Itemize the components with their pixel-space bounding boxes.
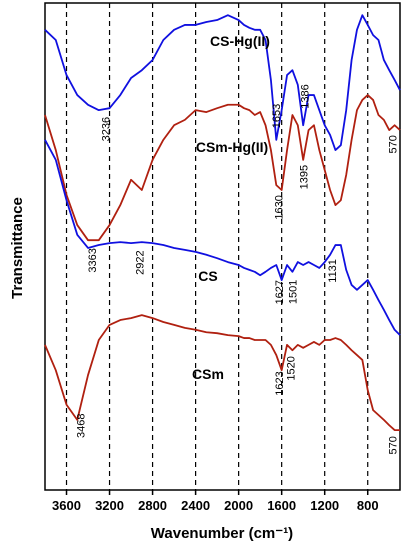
peak-label: 1131 — [327, 259, 339, 283]
x-tick-label: 1600 — [267, 498, 296, 513]
spectrum-line — [44, 314, 400, 431]
peak-label: 1501 — [287, 280, 299, 304]
peak-label: 3363 — [87, 248, 99, 272]
peak-label: 1395 — [299, 165, 311, 189]
peak-label: 1653 — [271, 104, 283, 128]
x-tick-label: 3200 — [95, 498, 124, 513]
x-axis-label: Wavenumber (cm⁻¹) — [151, 525, 293, 542]
peak-label: 1623 — [274, 371, 286, 395]
x-tick-label: 800 — [357, 498, 379, 513]
x-tick-label: 2400 — [181, 498, 210, 513]
y-axis-label: Transmittance — [9, 197, 26, 299]
spectrum-line — [44, 14, 401, 151]
peak-label: 1630 — [273, 195, 285, 219]
peak-label: 570 — [387, 436, 399, 454]
peak-label: 1520 — [285, 356, 297, 380]
spectrum-line — [44, 94, 401, 242]
peak-label: 3468 — [76, 414, 88, 438]
series-label: CS-Hg(II) — [210, 33, 270, 49]
peak-label: 2922 — [134, 250, 146, 274]
plot-frame — [44, 2, 401, 491]
series-label: CS — [198, 268, 217, 284]
series-label: CSm — [192, 366, 224, 382]
peak-label: 570 — [387, 135, 399, 153]
peak-label: 1386 — [300, 84, 312, 108]
x-tick-label: 2800 — [138, 498, 167, 513]
x-tick-label: 1200 — [310, 498, 339, 513]
peak-label: 1627 — [274, 280, 286, 304]
peak-label: 3236 — [101, 117, 113, 141]
series-label: CSm-Hg(II) — [196, 139, 268, 155]
spectrum-line — [44, 139, 401, 336]
x-tick-label: 3600 — [52, 498, 81, 513]
x-tick-label: 2000 — [224, 498, 253, 513]
